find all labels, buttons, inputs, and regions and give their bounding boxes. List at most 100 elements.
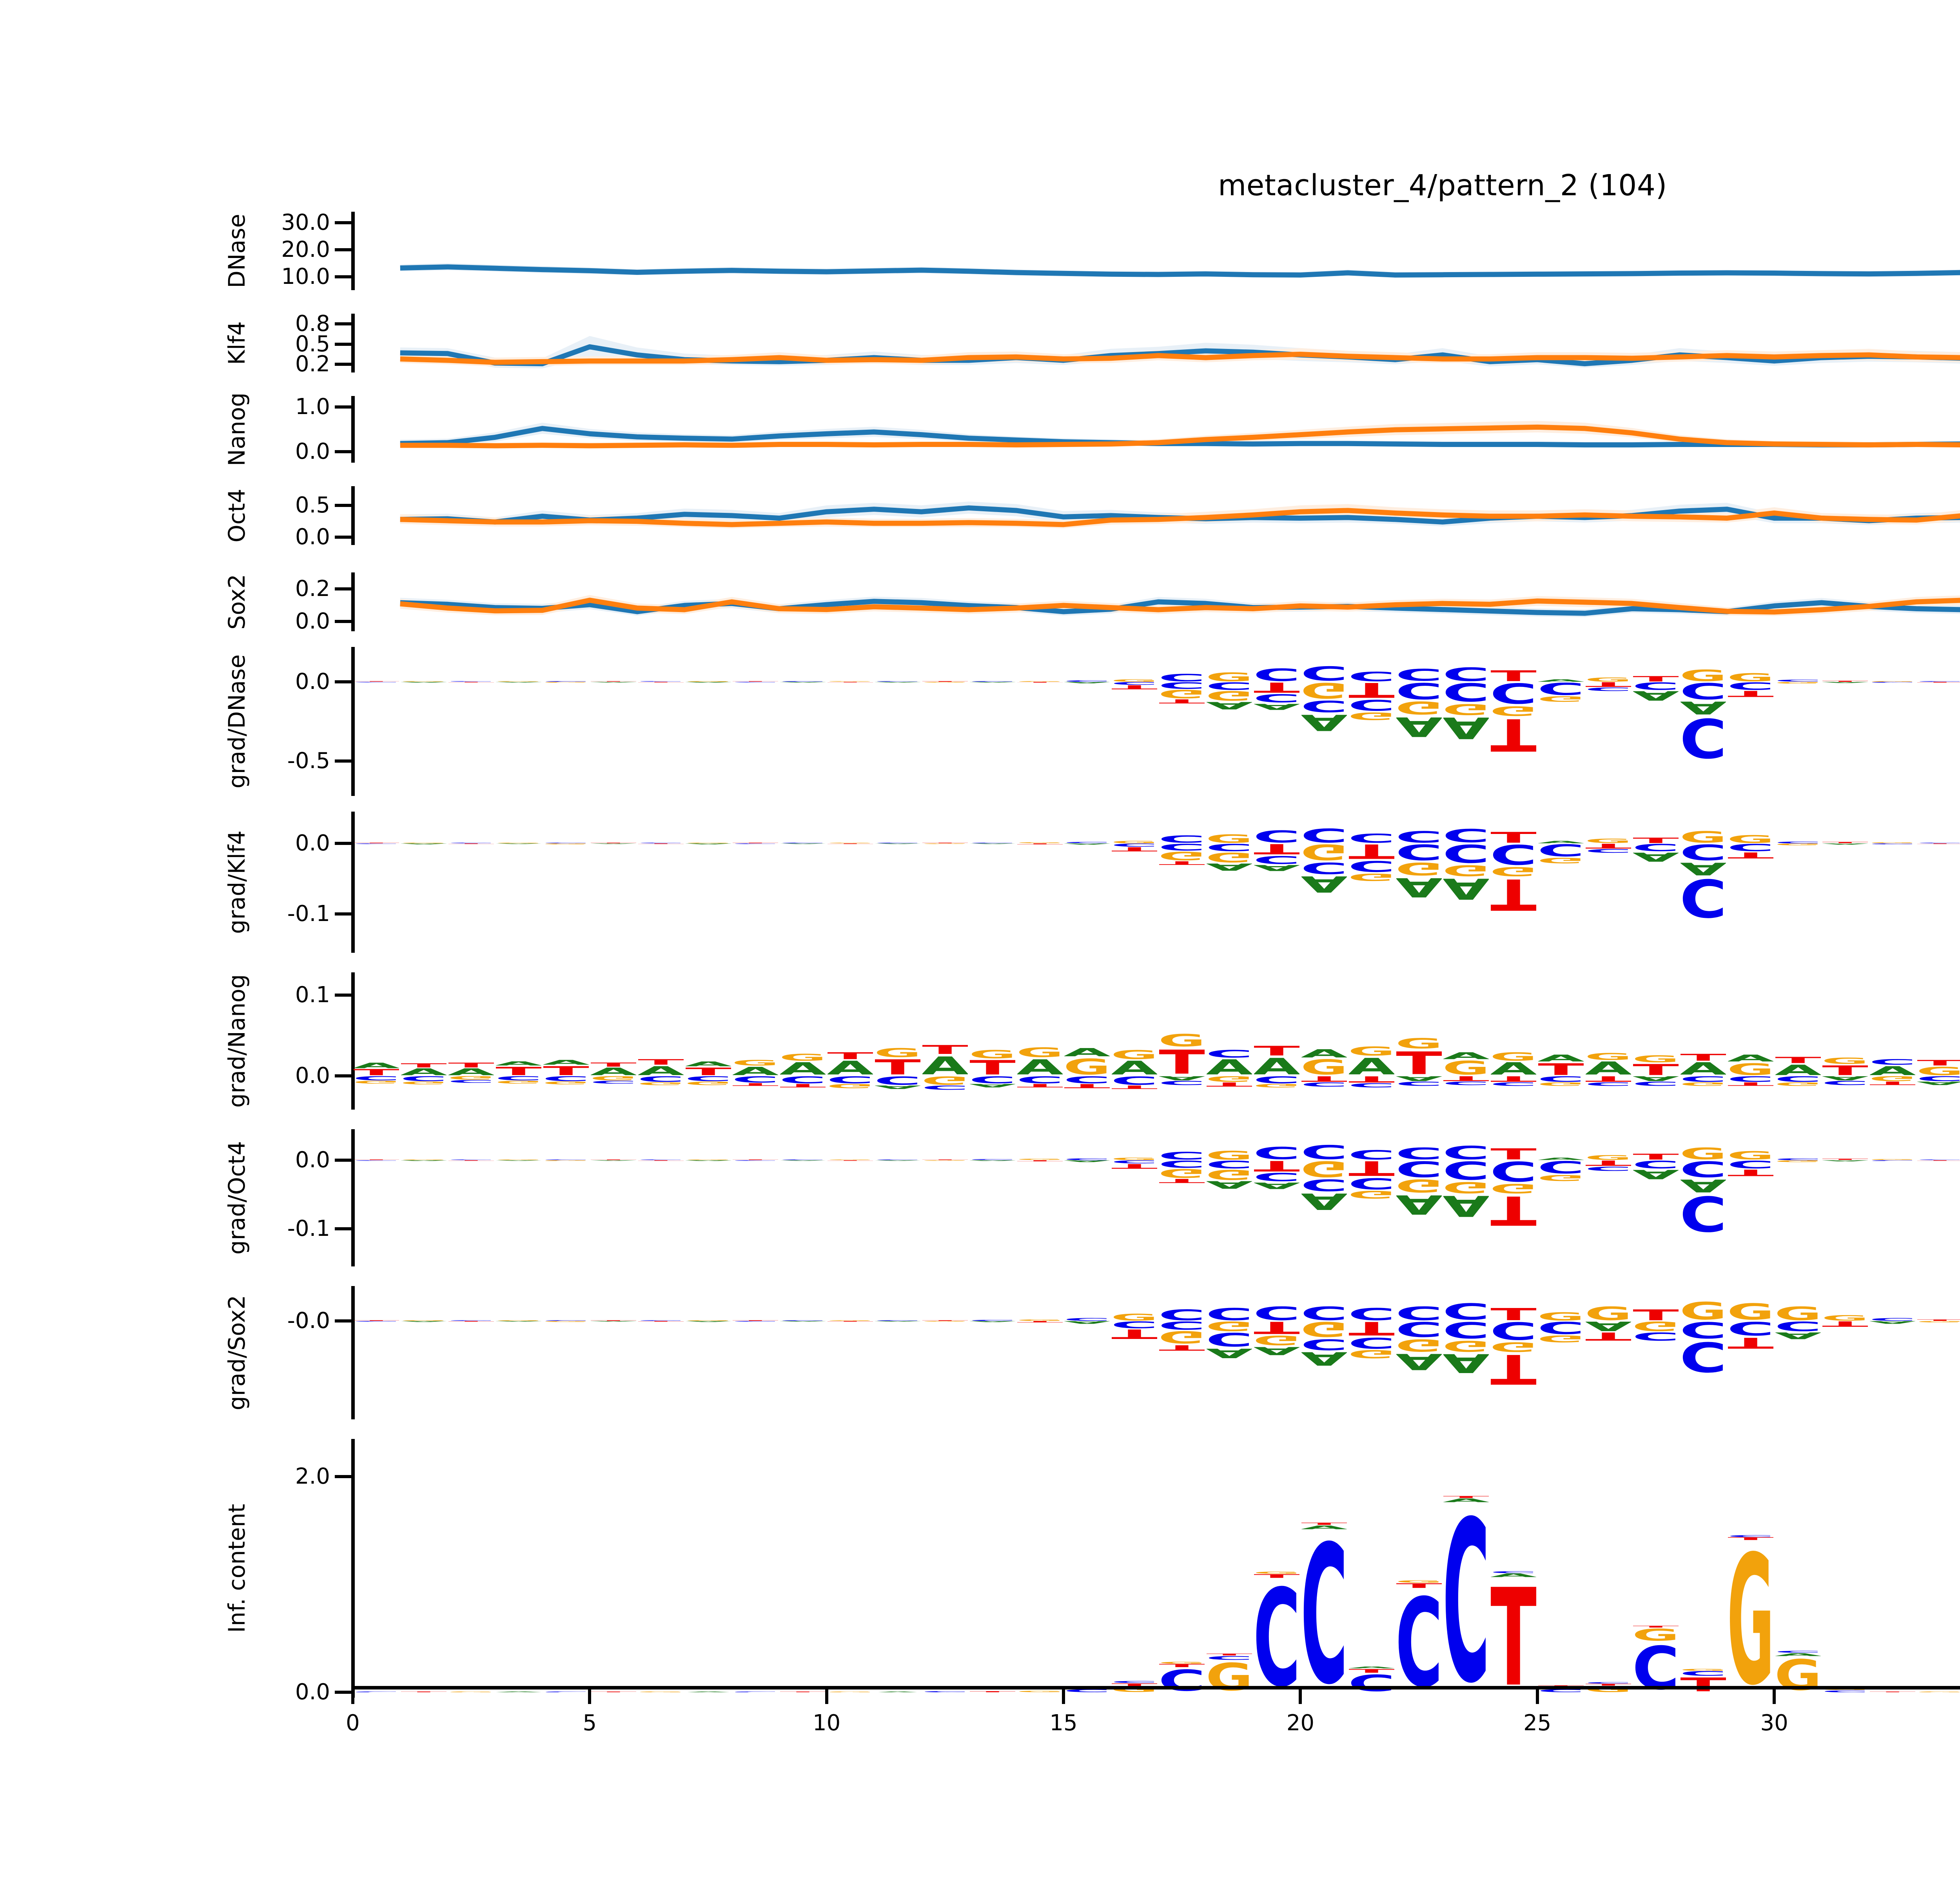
svg-text:T: T: [828, 1052, 873, 1060]
svg-text:G: G: [591, 1076, 636, 1081]
svg-text:A: A: [354, 1062, 399, 1068]
svg-text:A: A: [1443, 877, 1489, 902]
svg-text:C: C: [1633, 1332, 1679, 1341]
logo-letter-G: G: [1586, 1052, 1631, 1061]
logo-letter-A: A: [1681, 862, 1726, 877]
svg-text:G: G: [1443, 1181, 1489, 1194]
svg-text:T: T: [1349, 1321, 1394, 1337]
svg-text:G: G: [496, 1320, 541, 1321]
svg-text:G: G: [1775, 1305, 1821, 1321]
svg-text:C: C: [1586, 687, 1631, 691]
logo-letter-A: A: [1396, 1353, 1442, 1372]
svg-text:A: A: [1207, 863, 1252, 872]
svg-text:T: T: [1491, 1076, 1536, 1082]
logo-letter-T: T: [1633, 1626, 1679, 1628]
logo-letter-G: G: [543, 1321, 589, 1322]
logo-letter-G: G: [922, 1160, 968, 1161]
svg-text:T: T: [448, 1321, 494, 1322]
svg-text:C: C: [1538, 1160, 1584, 1175]
logo-letter-G: G: [1538, 1175, 1584, 1182]
logo-letter-C: C: [1775, 679, 1821, 682]
logo-letter-C: C: [1396, 1588, 1442, 1692]
logo-letter-C: C: [970, 681, 1015, 682]
x-tick-label: 30: [1760, 1710, 1788, 1736]
svg-text:T: T: [780, 1691, 826, 1693]
logo-letter-G: G: [543, 1081, 589, 1085]
svg-text:T: T: [1254, 1321, 1299, 1335]
logo-letter-C: C: [1207, 843, 1252, 852]
svg-text:C: C: [1633, 1081, 1679, 1086]
logo-letter-T: T: [1586, 843, 1631, 849]
svg-text:A: A: [1301, 1525, 1347, 1530]
logo-letter-C: C: [1159, 1308, 1205, 1321]
logo-letter-G: G: [686, 1320, 731, 1321]
x-tick-label: 10: [813, 1710, 841, 1736]
svg-text:A: A: [1064, 1047, 1110, 1057]
logo-letter-G: G: [401, 1081, 446, 1085]
logo-letter-T: T: [591, 1159, 636, 1160]
svg-text:T: T: [1112, 1085, 1157, 1089]
svg-text:A: A: [1396, 877, 1442, 899]
logo-letter-C: C: [354, 1160, 399, 1161]
svg-text:C: C: [733, 1321, 778, 1322]
logo-letter-G: G: [1396, 1037, 1442, 1049]
logo-letter-G: G: [1443, 1340, 1489, 1353]
logo-letter-G: G: [401, 681, 446, 682]
logo-letter-C: C: [1728, 1321, 1773, 1337]
svg-text:A: A: [401, 843, 446, 845]
logo-letter-T: T: [1491, 1307, 1536, 1321]
svg-text:T: T: [1349, 1160, 1394, 1177]
logo-letter-G: G: [828, 1084, 873, 1088]
svg-text:C: C: [354, 1691, 399, 1693]
logo-letter-T: T: [922, 1044, 968, 1055]
svg-text:A: A: [591, 843, 636, 844]
svg-text:C: C: [1064, 1076, 1110, 1084]
logo-letter-C: C: [1349, 833, 1394, 843]
svg-text:T: T: [1349, 843, 1394, 860]
logo-letter-G: G: [1207, 1150, 1252, 1160]
svg-text:C: C: [1775, 841, 1821, 843]
svg-text:C: C: [970, 1159, 1015, 1160]
logo-letter-G: G: [1728, 1150, 1773, 1160]
svg-text:C: C: [1775, 679, 1821, 682]
logo-letter-C: C: [1728, 843, 1773, 852]
logo-letter-A: A: [1633, 852, 1679, 863]
svg-text:C: C: [1254, 1578, 1299, 1693]
logo-letter-G: G: [1775, 682, 1821, 684]
y-tick-label: 0.0: [295, 669, 330, 694]
svg-text:A: A: [638, 1065, 684, 1076]
logo-letter-C: C: [1349, 699, 1394, 712]
svg-text:C: C: [1112, 1681, 1157, 1683]
logo-letter-G: G: [401, 1320, 446, 1321]
svg-text:A: A: [1681, 1179, 1726, 1194]
svg-text:C: C: [1775, 1651, 1821, 1653]
svg-text:A: A: [1491, 1061, 1536, 1075]
svg-text:A: A: [780, 1160, 826, 1161]
logo-letter-G: G: [922, 843, 968, 844]
logo-letter-A: A: [1681, 1179, 1726, 1194]
logo-letter-C: C: [1159, 1321, 1205, 1330]
logo-letter-C: C: [1822, 1690, 1868, 1693]
svg-text:T: T: [1822, 1159, 1868, 1160]
y-tick-label: 0.8: [295, 311, 330, 336]
svg-text:T: T: [733, 681, 778, 682]
logo-letter-T: T: [1538, 1062, 1584, 1076]
svg-text:A: A: [1207, 1181, 1252, 1190]
svg-text:C: C: [780, 1159, 826, 1160]
logo-letter-G: G: [496, 1159, 541, 1160]
svg-text:A: A: [1681, 701, 1726, 716]
svg-text:T: T: [1159, 1179, 1205, 1183]
svg-text:T: T: [1633, 1626, 1679, 1628]
svg-text:T: T: [922, 681, 968, 682]
logo-letter-G: G: [828, 1691, 873, 1692]
svg-text:C: C: [1491, 843, 1536, 867]
svg-text:C: C: [1207, 1656, 1252, 1660]
svg-text:T: T: [591, 1159, 636, 1160]
svg-text:T: T: [401, 1691, 446, 1692]
logo-letter-G: G: [828, 1320, 873, 1321]
logo-letter-T: T: [1017, 682, 1063, 683]
line-panel-oct4: 0.5 0.0 Oct4: [223, 486, 1960, 548]
svg-text:G: G: [1586, 677, 1631, 682]
